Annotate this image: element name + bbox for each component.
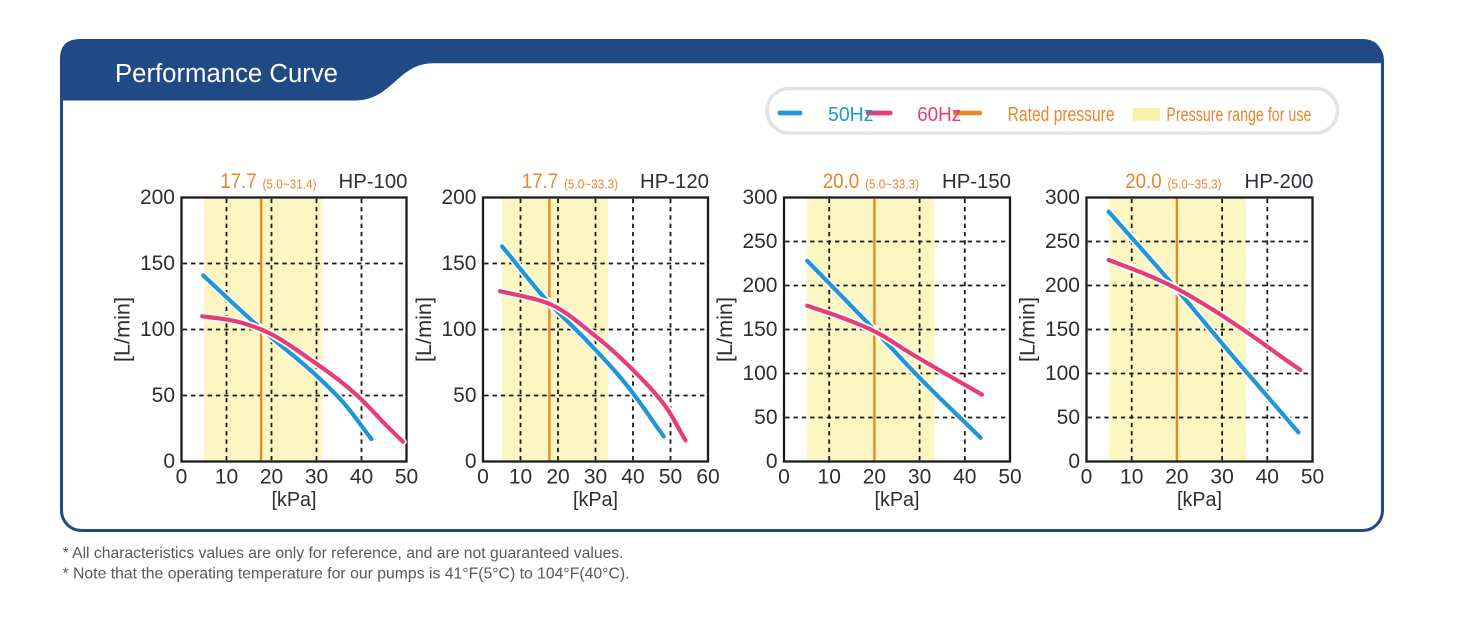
svg-text:250: 250	[742, 230, 777, 253]
svg-text:10: 10	[509, 466, 532, 489]
svg-text:20.0: 20.0	[823, 170, 860, 193]
svg-text:150: 150	[441, 252, 476, 275]
svg-text:50: 50	[453, 384, 476, 407]
svg-text:10: 10	[215, 466, 238, 489]
svg-text:100: 100	[1045, 362, 1080, 385]
svg-text:150: 150	[140, 252, 175, 275]
svg-text:(5.0~35.3): (5.0~35.3)	[1168, 177, 1222, 192]
svg-text:HP-100: HP-100	[339, 170, 408, 193]
svg-text:50: 50	[659, 466, 682, 489]
svg-text:0: 0	[1081, 466, 1093, 489]
svg-text:200: 200	[742, 274, 777, 297]
svg-text:100: 100	[441, 318, 476, 341]
svg-text:17.7: 17.7	[522, 170, 559, 193]
svg-text:150: 150	[742, 318, 777, 341]
svg-text:[L/min]: [L/min]	[412, 297, 436, 362]
svg-text:30: 30	[305, 466, 328, 489]
svg-text:[kPa]: [kPa]	[272, 489, 317, 511]
svg-text:[L/min]: [L/min]	[1016, 297, 1040, 362]
svg-text:20: 20	[546, 466, 569, 489]
svg-text:[L/min]: [L/min]	[713, 297, 737, 362]
svg-text:0: 0	[176, 466, 188, 489]
svg-text:300: 300	[1045, 186, 1080, 209]
svg-text:0: 0	[163, 450, 175, 473]
svg-text:0: 0	[1068, 450, 1080, 473]
svg-text:[kPa]: [kPa]	[875, 489, 920, 511]
svg-text:0: 0	[465, 450, 477, 473]
svg-text:50: 50	[152, 384, 175, 407]
svg-text:20: 20	[863, 466, 886, 489]
svg-text:HP-200: HP-200	[1245, 170, 1314, 193]
svg-text:0: 0	[477, 466, 489, 489]
svg-text:40: 40	[350, 466, 373, 489]
svg-text:150: 150	[1045, 318, 1080, 341]
svg-text:50: 50	[1057, 406, 1080, 429]
svg-text:100: 100	[742, 362, 777, 385]
svg-text:[kPa]: [kPa]	[573, 489, 618, 511]
svg-text:20.0: 20.0	[1125, 170, 1162, 193]
svg-text:HP-150: HP-150	[942, 170, 1011, 193]
svg-text:40: 40	[621, 466, 644, 489]
svg-text:Pressure range for use: Pressure range for use	[1166, 105, 1311, 126]
svg-text:30: 30	[584, 466, 607, 489]
svg-text:[kPa]: [kPa]	[1177, 489, 1222, 511]
svg-text:50: 50	[1301, 466, 1324, 489]
svg-text:200: 200	[441, 186, 476, 209]
svg-text:250: 250	[1045, 230, 1080, 253]
svg-text:200: 200	[1045, 274, 1080, 297]
svg-text:60: 60	[696, 466, 719, 489]
svg-text:30: 30	[908, 466, 931, 489]
svg-text:30: 30	[1210, 466, 1233, 489]
svg-text:[L/min]: [L/min]	[111, 297, 135, 362]
svg-text:(5.0~31.4): (5.0~31.4)	[263, 177, 317, 192]
svg-text:50: 50	[754, 406, 777, 429]
svg-text:0: 0	[766, 450, 778, 473]
svg-text:Rated pressure: Rated pressure	[1008, 104, 1115, 126]
svg-text:200: 200	[140, 186, 175, 209]
svg-text:40: 40	[1256, 466, 1279, 489]
svg-text:Performance Curve: Performance Curve	[115, 60, 338, 88]
svg-text:40: 40	[953, 466, 976, 489]
svg-text:HP-120: HP-120	[640, 170, 709, 193]
svg-text:(5.0~33.3): (5.0~33.3)	[564, 177, 618, 192]
svg-text:* Note that the operating temp: * Note that the operating temperature fo…	[63, 566, 630, 583]
svg-text:10: 10	[818, 466, 841, 489]
svg-text:100: 100	[140, 318, 175, 341]
svg-text:50: 50	[395, 466, 418, 489]
svg-text:300: 300	[742, 186, 777, 209]
svg-text:17.7: 17.7	[220, 170, 257, 193]
svg-text:50Hz: 50Hz	[828, 104, 874, 126]
svg-text:60Hz: 60Hz	[917, 104, 961, 126]
svg-text:20: 20	[1165, 466, 1188, 489]
svg-text:(5.0~33.3): (5.0~33.3)	[865, 177, 919, 192]
svg-text:50: 50	[998, 466, 1021, 489]
svg-text:0: 0	[778, 466, 790, 489]
svg-text:* All characteristics values a: * All characteristics values are only fo…	[63, 545, 624, 562]
svg-text:20: 20	[260, 466, 283, 489]
svg-text:10: 10	[1120, 466, 1143, 489]
